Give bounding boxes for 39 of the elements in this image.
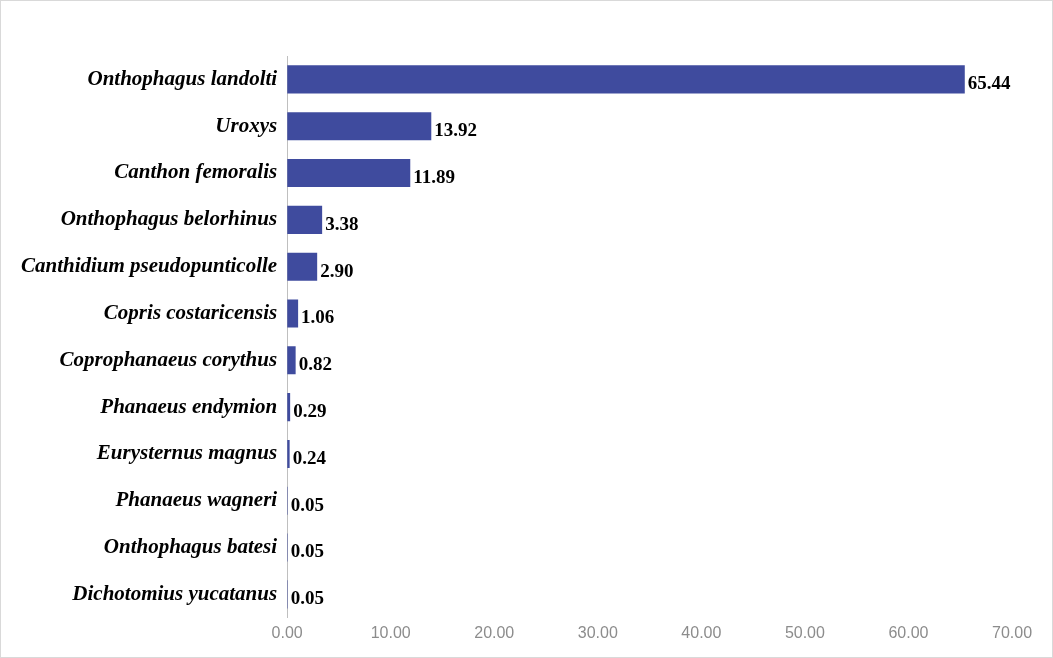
y-tick-label: Phanaeus endymion bbox=[99, 393, 278, 418]
y-tick-label: Onthophagus batesi bbox=[103, 534, 278, 558]
y-tick-label: Coprophanaeus corythus bbox=[59, 346, 278, 371]
y-tick-label: Dichotomius yucatanus bbox=[71, 580, 278, 605]
x-tick-label: 70.00 bbox=[991, 623, 1033, 641]
data-label: 3.38 bbox=[325, 212, 359, 234]
y-tick-label: Uroxys bbox=[215, 112, 278, 137]
x-tick-label: 0.00 bbox=[271, 623, 303, 641]
data-label: 0.05 bbox=[290, 540, 324, 562]
x-tick-label: 50.00 bbox=[784, 623, 826, 641]
y-tick-label: Phanaeus wagneri bbox=[114, 487, 278, 512]
bar bbox=[287, 159, 411, 188]
y-tick-label: Eurysternus magnus bbox=[95, 440, 278, 465]
bar bbox=[287, 252, 318, 281]
x-tick-label: 30.00 bbox=[577, 623, 618, 641]
data-label: 11.89 bbox=[413, 165, 455, 187]
data-label: 0.82 bbox=[298, 353, 332, 375]
data-label: 0.05 bbox=[290, 587, 324, 609]
data-label: 1.06 bbox=[301, 306, 335, 328]
bar bbox=[287, 205, 323, 234]
bar bbox=[287, 346, 296, 375]
bar bbox=[287, 299, 299, 328]
x-tick-label: 60.00 bbox=[888, 623, 929, 641]
y-tick-label: Onthophagus landolti bbox=[87, 65, 278, 90]
data-label: 0.24 bbox=[292, 446, 327, 468]
y-tick-label: Canthidium pseudopunticolle bbox=[20, 253, 278, 278]
data-label: 65.44 bbox=[967, 72, 1012, 94]
data-label: 0.29 bbox=[293, 400, 327, 422]
data-label: 2.90 bbox=[320, 259, 354, 281]
y-tick-label: Onthophagus belorhinus bbox=[60, 206, 278, 231]
bar bbox=[287, 112, 432, 141]
data-label: 0.05 bbox=[290, 493, 324, 515]
x-tick-label: 10.00 bbox=[370, 623, 411, 641]
data-label: 13.92 bbox=[434, 119, 478, 141]
bar bbox=[287, 65, 965, 94]
x-tick-label: 40.00 bbox=[681, 623, 722, 641]
x-tick-label: 20.00 bbox=[474, 623, 515, 641]
y-tick-label: Copris costaricensis bbox=[103, 299, 278, 324]
y-tick-label: Canthon femoralis bbox=[114, 159, 278, 184]
